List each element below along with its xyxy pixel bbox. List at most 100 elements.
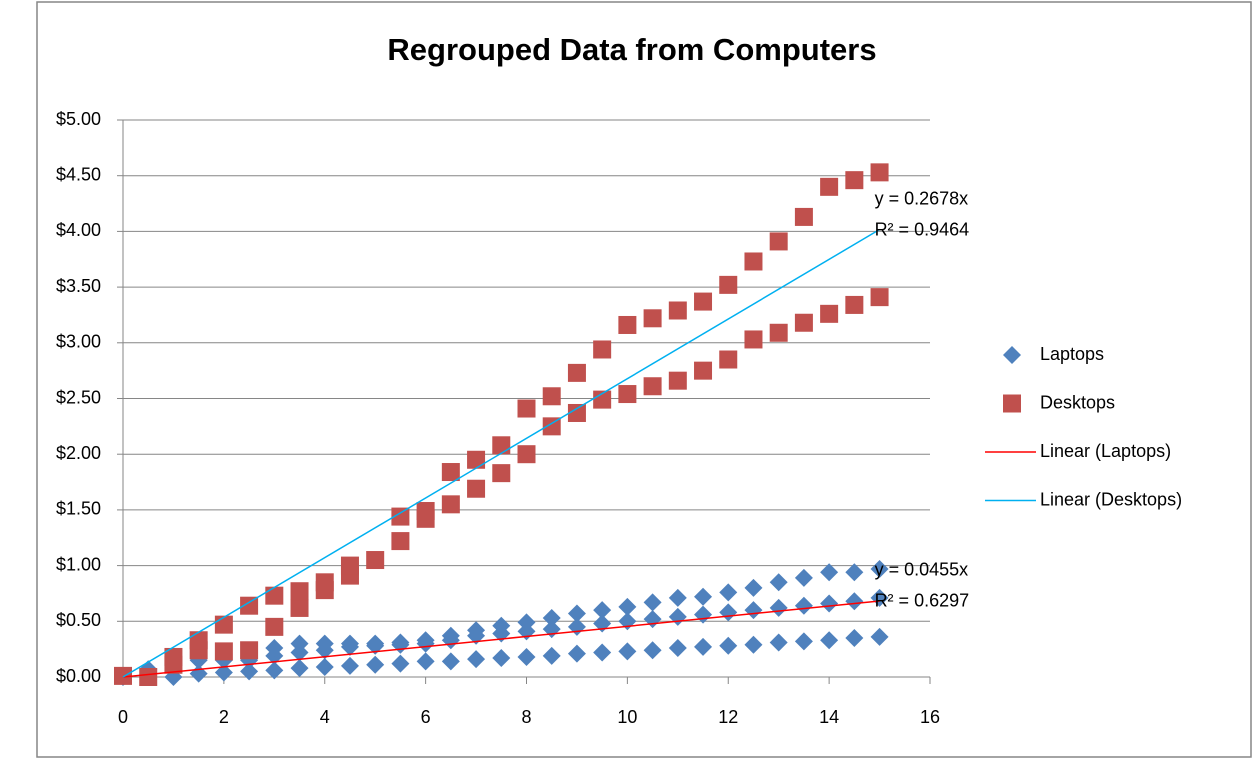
data-point <box>114 666 132 685</box>
trendline <box>122 228 880 678</box>
data-point <box>794 313 813 332</box>
data-point <box>441 495 460 514</box>
data-point <box>744 330 763 349</box>
data-point <box>290 598 309 617</box>
data-point <box>668 371 687 390</box>
data-point <box>794 632 813 651</box>
data-point <box>769 323 788 342</box>
data-point <box>265 639 284 658</box>
data-point <box>139 668 158 686</box>
legend-label: Linear (Laptops) <box>1040 441 1171 461</box>
data-point <box>265 661 284 680</box>
legend-label: Linear (Desktops) <box>1040 489 1182 509</box>
data-point <box>517 613 536 632</box>
data-point <box>794 207 813 226</box>
data-point <box>618 597 637 616</box>
data-point <box>794 568 813 587</box>
data-point <box>719 636 738 655</box>
data-point <box>366 655 385 674</box>
data-point <box>870 288 889 307</box>
y-tick-label: $4.50 <box>56 164 101 184</box>
data-point <box>214 615 233 634</box>
data-point <box>441 463 460 482</box>
y-tick-label: $3.00 <box>56 332 101 352</box>
data-point <box>290 582 309 601</box>
data-point <box>290 659 309 678</box>
data-point <box>845 592 864 611</box>
data-point <box>820 594 839 613</box>
x-tick-label: 4 <box>320 707 330 727</box>
data-point <box>820 631 839 650</box>
data-point <box>567 644 586 663</box>
data-point <box>845 563 864 582</box>
data-point <box>593 340 612 359</box>
data-point <box>668 639 687 658</box>
data-point <box>719 275 738 294</box>
data-point <box>240 596 259 615</box>
data-point <box>416 652 435 671</box>
y-tick-label: $5.00 <box>56 109 101 129</box>
chart-title: Regrouped Data from Computers <box>387 32 876 67</box>
data-point <box>643 641 662 660</box>
data-point <box>265 586 284 605</box>
data-point <box>744 578 763 597</box>
data-point <box>794 596 813 615</box>
data-point <box>744 252 763 271</box>
data-point <box>744 635 763 654</box>
data-point <box>467 621 486 640</box>
data-point <box>315 657 334 676</box>
x-tick-label: 10 <box>617 707 637 727</box>
data-point <box>870 588 889 607</box>
data-point <box>668 588 687 607</box>
data-point <box>769 573 788 592</box>
trendline <box>122 600 880 678</box>
data-point <box>214 642 233 661</box>
data-point <box>593 643 612 662</box>
data-point <box>467 450 486 469</box>
x-tick-label: 0 <box>118 707 128 727</box>
data-point <box>845 629 864 648</box>
data-point <box>845 171 864 190</box>
y-tick-label: $4.00 <box>56 220 101 240</box>
data-point <box>391 507 410 526</box>
data-point <box>820 304 839 323</box>
y-tick-label: $0.50 <box>56 610 101 630</box>
data-point <box>542 417 561 436</box>
y-tick-label: $3.50 <box>56 276 101 296</box>
data-point <box>492 436 511 455</box>
data-point <box>441 626 460 645</box>
data-point <box>593 601 612 620</box>
data-point <box>315 634 334 653</box>
legend-marker <box>1003 346 1021 364</box>
y-tick-label: $0.00 <box>56 666 101 686</box>
y-tick-label: $1.50 <box>56 499 101 519</box>
trendline-equation: y = 0.2678x <box>875 188 969 208</box>
x-tick-label: 8 <box>521 707 531 727</box>
data-point <box>694 637 713 656</box>
data-point <box>467 650 486 669</box>
data-point <box>593 390 612 409</box>
y-tick-label: $2.00 <box>56 443 101 463</box>
data-point <box>567 604 586 623</box>
data-point <box>164 647 183 666</box>
data-point <box>492 616 511 635</box>
data-point <box>240 662 259 681</box>
data-point <box>416 502 435 521</box>
data-point <box>366 634 385 653</box>
data-point <box>694 587 713 606</box>
data-point <box>719 350 738 369</box>
legend-label: Desktops <box>1040 392 1115 412</box>
data-point <box>189 631 208 650</box>
data-point <box>240 641 259 660</box>
data-point <box>694 292 713 311</box>
data-point <box>340 556 359 575</box>
data-point <box>643 309 662 328</box>
x-tick-label: 12 <box>718 707 738 727</box>
data-point <box>542 387 561 406</box>
data-point <box>694 361 713 380</box>
legend-label: Laptops <box>1040 344 1104 364</box>
data-point <box>366 551 385 570</box>
data-point <box>441 652 460 671</box>
data-point <box>870 163 889 182</box>
